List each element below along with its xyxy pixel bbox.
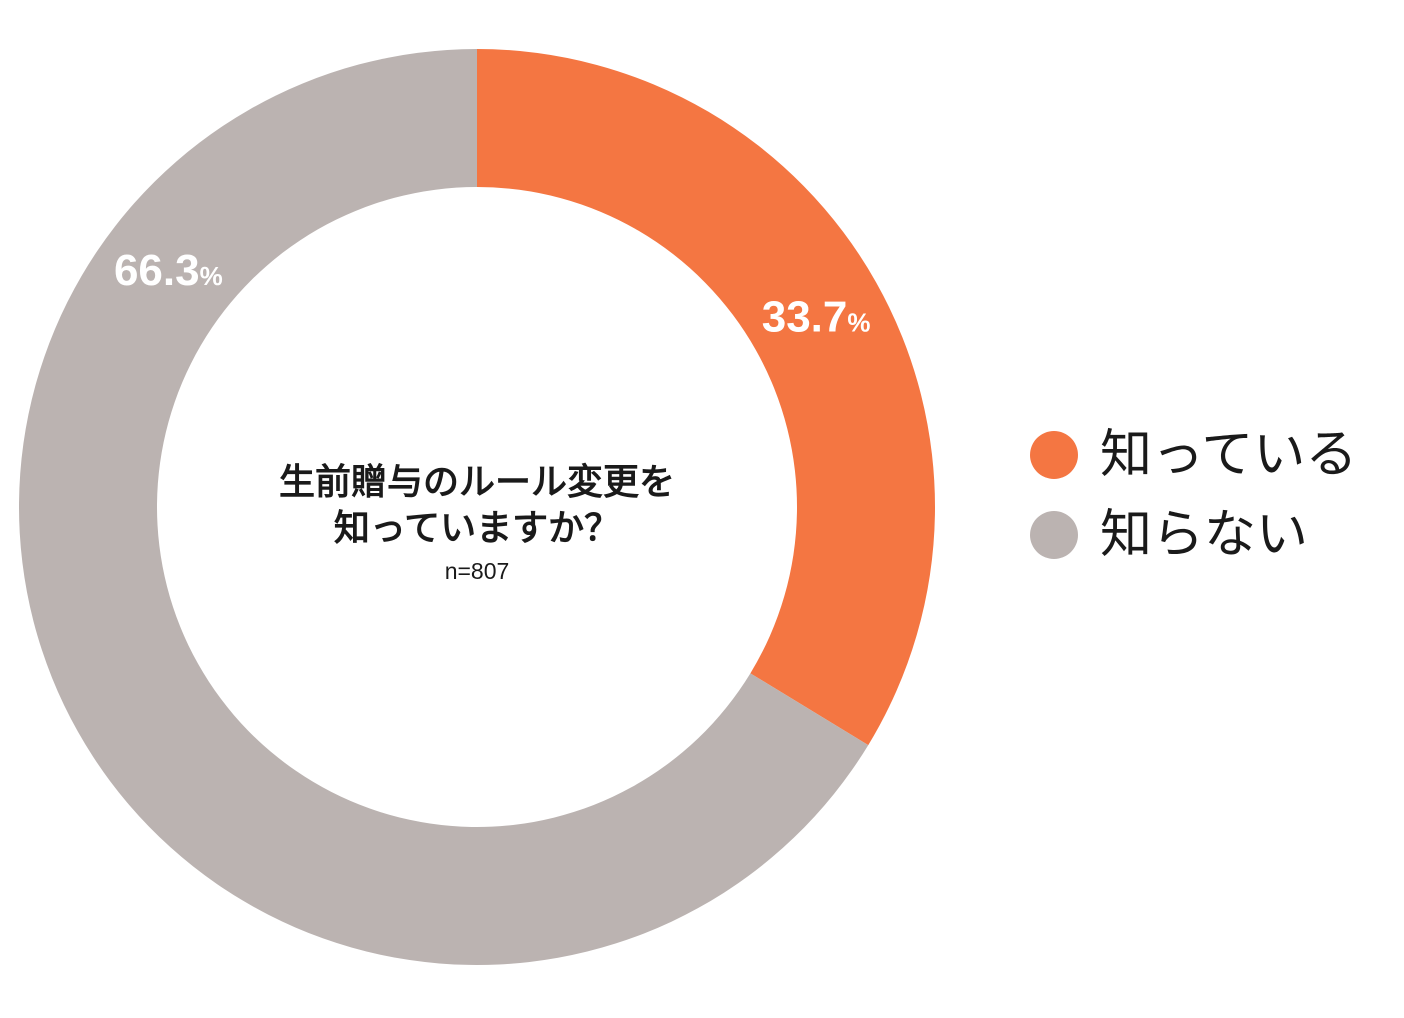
slice-dont-know: [19, 49, 869, 965]
legend-label-know: 知っている: [1100, 425, 1358, 485]
legend-label-dont-know: 知らない: [1100, 505, 1309, 565]
legend-item-know: 知っている: [1030, 424, 1357, 486]
chart-legend: 知っている 知らない: [1030, 424, 1357, 584]
legend-swatch-dont-know: [1030, 511, 1078, 559]
chart-title-line-1: 生前贈与のルール変更を: [279, 461, 675, 503]
legend-item-dont-know: 知らない: [1030, 504, 1357, 566]
slice-labels: 33.7% 66.3%: [114, 246, 871, 341]
slice-label-know: 33.7%: [762, 292, 871, 341]
slice-know: [477, 49, 935, 746]
slice-label-dont-know: 66.3%: [114, 246, 223, 295]
donut-slices: [19, 49, 935, 965]
sample-size: n=807: [445, 558, 510, 584]
legend-swatch-know: [1030, 431, 1078, 479]
chart-title-line-2: 知っていますか？: [334, 508, 620, 549]
